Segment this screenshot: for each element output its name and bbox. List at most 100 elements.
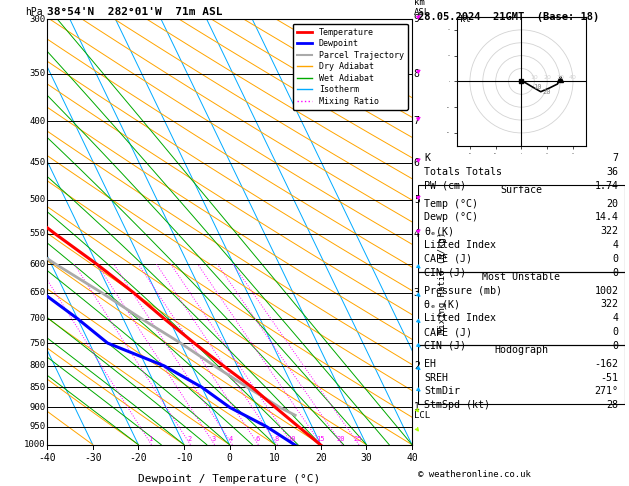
Text: 10: 10 <box>269 453 281 463</box>
Text: 7: 7 <box>414 116 420 126</box>
Text: Dewp (°C): Dewp (°C) <box>425 212 479 223</box>
Text: Lifted Index: Lifted Index <box>425 313 496 323</box>
Text: Pressure (mb): Pressure (mb) <box>425 286 503 295</box>
Text: Temp (°C): Temp (°C) <box>425 199 479 208</box>
Text: 20: 20 <box>606 199 618 208</box>
Text: 0: 0 <box>613 268 618 278</box>
Bar <box>418 345 625 404</box>
Text: 20: 20 <box>543 75 551 80</box>
Text: 1002: 1002 <box>594 286 618 295</box>
Text: 3: 3 <box>211 436 216 442</box>
Text: 20: 20 <box>315 453 326 463</box>
Text: -10: -10 <box>175 453 193 463</box>
Text: 950: 950 <box>29 422 45 431</box>
Text: CIN (J): CIN (J) <box>425 268 467 278</box>
Bar <box>418 272 625 345</box>
Text: 28: 28 <box>606 400 618 410</box>
Text: 4: 4 <box>613 313 618 323</box>
Text: 1.74: 1.74 <box>594 181 618 191</box>
Text: -30: -30 <box>84 453 102 463</box>
Text: K: K <box>425 153 430 163</box>
Text: 0: 0 <box>226 453 233 463</box>
Text: 400: 400 <box>29 117 45 125</box>
Text: PW (cm): PW (cm) <box>425 181 467 191</box>
Text: 7: 7 <box>613 153 618 163</box>
Text: 14.4: 14.4 <box>594 212 618 223</box>
Text: 4: 4 <box>613 240 618 250</box>
Text: 0: 0 <box>613 254 618 264</box>
Text: 38°54'N  282°01'W  71m ASL: 38°54'N 282°01'W 71m ASL <box>47 7 223 17</box>
Text: Lifted Index: Lifted Index <box>425 240 496 250</box>
Text: θₑ(K): θₑ(K) <box>425 226 455 236</box>
Text: 40: 40 <box>569 75 577 80</box>
Text: 2: 2 <box>187 436 191 442</box>
Text: 28.05.2024  21GMT  (Base: 18): 28.05.2024 21GMT (Base: 18) <box>418 12 599 22</box>
Text: 9: 9 <box>414 15 420 24</box>
Text: Surface: Surface <box>501 185 542 195</box>
Text: 850: 850 <box>29 383 45 392</box>
Text: Totals Totals: Totals Totals <box>425 167 503 177</box>
Text: 750: 750 <box>29 339 45 347</box>
Text: 2: 2 <box>414 361 420 371</box>
Text: 30: 30 <box>360 453 372 463</box>
Text: hPa: hPa <box>25 7 43 17</box>
Text: 3: 3 <box>414 288 420 297</box>
Text: CAPE (J): CAPE (J) <box>425 327 472 337</box>
Text: SREH: SREH <box>425 373 448 382</box>
Text: 30: 30 <box>556 75 564 80</box>
Text: 800: 800 <box>29 362 45 370</box>
Text: 322: 322 <box>601 299 618 310</box>
Text: 10: 10 <box>287 436 296 442</box>
Text: kt: kt <box>460 15 470 24</box>
Text: 450: 450 <box>29 158 45 167</box>
Text: 322: 322 <box>601 226 618 236</box>
Text: Hodograph: Hodograph <box>494 345 548 355</box>
Text: 300: 300 <box>29 15 45 24</box>
Text: 0: 0 <box>613 341 618 351</box>
Text: Dewpoint / Temperature (°C): Dewpoint / Temperature (°C) <box>138 474 321 485</box>
Text: 600: 600 <box>29 260 45 269</box>
Text: 4: 4 <box>229 436 233 442</box>
Text: -51: -51 <box>601 373 618 382</box>
Text: EH: EH <box>425 359 437 369</box>
Text: 650: 650 <box>29 288 45 297</box>
Text: 10: 10 <box>533 84 542 90</box>
Text: 700: 700 <box>29 314 45 323</box>
Text: -162: -162 <box>594 359 618 369</box>
Text: 350: 350 <box>29 69 45 78</box>
Text: 5: 5 <box>414 195 420 205</box>
Text: Most Unstable: Most Unstable <box>482 272 560 282</box>
Text: 1: 1 <box>414 402 420 413</box>
Text: 8: 8 <box>414 69 420 79</box>
Text: 6: 6 <box>255 436 259 442</box>
Text: Mixing Ratio (g/kg): Mixing Ratio (g/kg) <box>438 232 447 334</box>
Text: 0: 0 <box>613 327 618 337</box>
Text: km
ASL: km ASL <box>414 0 430 17</box>
Text: © weatheronline.co.uk: © weatheronline.co.uk <box>418 469 531 479</box>
Text: -40: -40 <box>38 453 56 463</box>
Text: 20: 20 <box>542 89 550 95</box>
Text: 1000: 1000 <box>24 440 45 449</box>
Text: 1: 1 <box>148 436 152 442</box>
Text: 550: 550 <box>29 229 45 238</box>
Text: 4: 4 <box>414 228 420 239</box>
Text: 40: 40 <box>406 453 418 463</box>
Text: 6: 6 <box>414 157 420 168</box>
Text: 25: 25 <box>353 436 362 442</box>
Text: 36: 36 <box>606 167 618 177</box>
Text: CIN (J): CIN (J) <box>425 341 467 351</box>
Text: 900: 900 <box>29 403 45 412</box>
Text: 271°: 271° <box>594 386 618 397</box>
Text: LCL: LCL <box>414 411 430 420</box>
Text: 500: 500 <box>29 195 45 205</box>
Text: -20: -20 <box>130 453 147 463</box>
Text: 10: 10 <box>530 75 538 80</box>
Text: StmSpd (kt): StmSpd (kt) <box>425 400 491 410</box>
Text: CAPE (J): CAPE (J) <box>425 254 472 264</box>
Bar <box>418 185 625 272</box>
Legend: Temperature, Dewpoint, Parcel Trajectory, Dry Adiabat, Wet Adiabat, Isotherm, Mi: Temperature, Dewpoint, Parcel Trajectory… <box>293 24 408 110</box>
Text: StmDir: StmDir <box>425 386 460 397</box>
Text: 20: 20 <box>337 436 345 442</box>
Text: 8: 8 <box>274 436 279 442</box>
Text: θₑ (K): θₑ (K) <box>425 299 460 310</box>
